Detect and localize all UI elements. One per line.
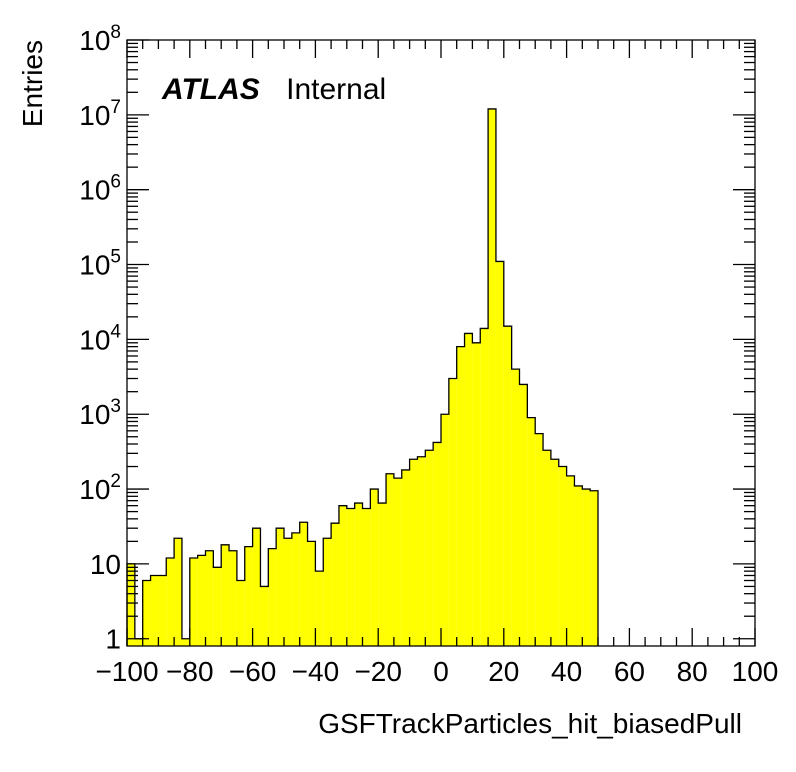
histogram-bin: [197, 555, 206, 646]
histogram-bin: [393, 478, 402, 646]
histogram-bin: [495, 261, 504, 646]
histogram-bin: [550, 459, 559, 646]
x-tick-label: 40: [551, 656, 582, 687]
y-tick-label: 104: [79, 321, 121, 355]
histogram-bin: [284, 538, 292, 646]
x-axis-label: GSFTrackParticles_hit_biasedPull: [318, 708, 742, 739]
x-tick-label: 80: [677, 656, 708, 687]
histogram-bin: [354, 503, 363, 646]
y-axis-label: Entries: [17, 40, 48, 127]
atlas-bold: ATLAS: [161, 73, 260, 106]
x-tick-label: −100: [95, 656, 158, 687]
y-tick-label: 106: [79, 172, 121, 206]
histogram-bin: [213, 567, 222, 646]
histogram-bin: [456, 346, 465, 646]
y-tick-label: 10: [90, 549, 121, 580]
histogram-bin: [174, 538, 182, 646]
histogram-bin: [205, 550, 214, 646]
histogram-bin: [331, 523, 339, 646]
histogram-bin: [417, 456, 426, 646]
histogram-bin: [166, 557, 175, 646]
y-tick-label: 107: [79, 97, 121, 131]
histogram-bin: [558, 466, 567, 646]
histogram-bin: [590, 490, 598, 646]
histogram-bin: [401, 469, 410, 646]
x-tick-label: 20: [488, 656, 519, 687]
histogram-bin: [127, 563, 135, 646]
histogram-bin: [425, 450, 434, 646]
histogram-bin: [323, 538, 332, 646]
histogram-bin: [307, 541, 316, 646]
histogram-bin: [134, 638, 143, 646]
histogram-bin: [511, 369, 520, 646]
histogram-bin: [378, 503, 387, 646]
x-tick-label: −60: [229, 656, 277, 687]
histogram-bin: [527, 417, 536, 646]
histogram-bin: [276, 528, 284, 646]
atlas-internal: Internal: [286, 73, 386, 106]
histogram-bin: [519, 384, 528, 646]
histogram-bin: [338, 505, 347, 646]
histogram-bin: [535, 433, 544, 646]
histogram-bin: [181, 638, 190, 646]
histogram-bin: [142, 580, 151, 646]
histogram-bin: [244, 546, 253, 646]
histogram-bin: [346, 508, 355, 646]
histogram-bin: [409, 459, 418, 646]
histogram-bin: [582, 489, 591, 646]
histogram-bin: [503, 326, 512, 646]
histogram-bin: [566, 475, 575, 646]
y-axis-ticks: [127, 39, 755, 640]
x-tick-label: 0: [433, 656, 449, 687]
x-tick-label: −80: [166, 656, 214, 687]
histogram-bin: [315, 571, 324, 646]
histogram-bin: [221, 544, 230, 646]
histogram-bin: [268, 548, 277, 646]
x-tick-label: −20: [354, 656, 402, 687]
y-tick-label: 108: [79, 22, 121, 56]
histogram-bin: [472, 342, 481, 646]
histogram-bin: [386, 473, 394, 646]
y-tick-label: 1: [105, 624, 121, 655]
histogram-bin: [543, 450, 551, 646]
x-tick-label: 100: [732, 656, 779, 687]
histogram-bin: [370, 489, 379, 646]
histogram-bin: [299, 522, 308, 646]
histogram-bin: [574, 485, 583, 646]
histogram-bin: [362, 508, 371, 646]
histogram-bin: [488, 108, 496, 646]
x-tick-label: 60: [614, 656, 645, 687]
histogram-bin: [464, 333, 473, 646]
x-tick-labels: −100 −80 −60 −40 −20 0 20 40 60 80 100: [95, 656, 778, 687]
histogram-bin: [158, 575, 167, 646]
y-tick-labels: 1 10 102 103 104 105 106 107 108: [79, 22, 121, 655]
histogram-bin: [291, 532, 300, 646]
histogram-outline: [126, 108, 599, 646]
histogram-bin: [229, 550, 237, 646]
histogram-bin: [480, 328, 489, 646]
y-tick-label: 102: [79, 471, 121, 505]
y-tick-label: 105: [79, 247, 121, 281]
histogram-bin: [236, 580, 245, 646]
histogram-bin: [441, 414, 449, 646]
histogram-bars: [127, 108, 598, 646]
histogram-bin: [433, 442, 441, 646]
histogram-bin: [260, 586, 269, 646]
histogram-bin: [252, 528, 261, 646]
y-tick-label: 103: [79, 396, 121, 430]
atlas-label: ATLAS Internal: [161, 73, 386, 106]
histogram-bin: [448, 378, 457, 646]
histogram-bin: [189, 557, 198, 646]
histogram-bin: [150, 575, 159, 646]
x-tick-label: −40: [292, 656, 340, 687]
